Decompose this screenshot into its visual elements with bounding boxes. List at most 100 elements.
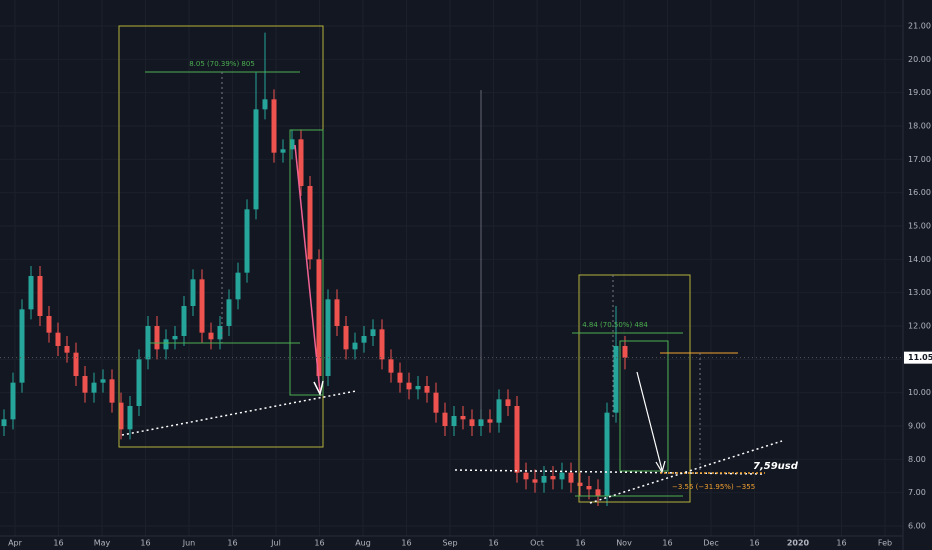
candle-body bbox=[478, 419, 484, 426]
candle-body bbox=[433, 392, 439, 413]
candle-body bbox=[415, 386, 421, 390]
range-box bbox=[578, 274, 691, 503]
candle-body bbox=[298, 139, 304, 186]
candle-body bbox=[28, 276, 34, 310]
candle-body bbox=[19, 309, 25, 383]
drawings bbox=[118, 25, 783, 504]
x-tick-label: Jul bbox=[270, 539, 281, 548]
candle-body bbox=[10, 382, 16, 420]
trend-line bbox=[589, 440, 783, 504]
candle-body bbox=[424, 386, 430, 393]
x-tick-label: 16 bbox=[314, 539, 324, 548]
range-box bbox=[118, 25, 324, 448]
candle-body bbox=[550, 476, 556, 480]
candle-body bbox=[163, 339, 169, 350]
x-tick-label: 16 bbox=[836, 539, 846, 548]
candle-body bbox=[568, 472, 574, 483]
y-tick-label: 14.00 bbox=[908, 255, 931, 264]
candle-body bbox=[100, 379, 106, 383]
candles bbox=[1, 32, 628, 506]
candle-body bbox=[136, 359, 142, 406]
range-box bbox=[619, 340, 669, 472]
x-tick-label: Feb bbox=[878, 539, 892, 548]
x-tick-label: 16 bbox=[53, 539, 63, 548]
candle-body bbox=[541, 476, 547, 483]
y-tick-label: 20.00 bbox=[908, 55, 931, 64]
arrow bbox=[294, 144, 321, 393]
y-tick-label: 8.00 bbox=[908, 455, 926, 464]
candle-body bbox=[289, 139, 295, 150]
y-tick-label: 19.00 bbox=[908, 88, 931, 97]
candle-body bbox=[559, 472, 565, 480]
y-tick-label: 18.00 bbox=[908, 122, 931, 131]
candle-body bbox=[469, 419, 475, 426]
candle-body bbox=[199, 279, 205, 333]
range-box bbox=[289, 129, 324, 396]
trend-line bbox=[121, 390, 357, 436]
candle-body bbox=[82, 376, 88, 393]
candle-body bbox=[613, 346, 619, 413]
candle-body bbox=[487, 419, 493, 423]
candle-body bbox=[595, 489, 601, 496]
candle-body bbox=[523, 472, 529, 480]
price-note: 7,59usd bbox=[753, 461, 799, 472]
x-tick-label: Apr bbox=[8, 539, 23, 548]
candle-body bbox=[604, 412, 610, 496]
candle-body bbox=[370, 329, 376, 336]
x-tick-label: 16 bbox=[140, 539, 150, 548]
candle-body bbox=[46, 316, 52, 333]
y-tick-label: 10.00 bbox=[908, 388, 931, 397]
candle-body bbox=[262, 99, 268, 110]
candle-body bbox=[325, 299, 331, 376]
arrow bbox=[636, 371, 663, 471]
y-tick-label: 16.00 bbox=[908, 188, 931, 197]
candle-body bbox=[73, 352, 79, 376]
candle-body bbox=[64, 346, 70, 353]
y-tick-label: 6.00 bbox=[908, 522, 926, 531]
measure-label: 8.05 (70.39%) 805 bbox=[189, 60, 255, 68]
y-tick-label: 15.00 bbox=[908, 222, 931, 231]
candle-body bbox=[586, 486, 592, 490]
candle-body bbox=[91, 382, 97, 393]
candle-body bbox=[577, 482, 583, 486]
last-price-label: 11.05 bbox=[908, 353, 932, 362]
candle-body bbox=[37, 276, 43, 316]
y-tick-label: 17.00 bbox=[908, 155, 931, 164]
candle-body bbox=[343, 326, 349, 350]
candle-body bbox=[442, 412, 448, 426]
y-tick-label: 21.00 bbox=[908, 22, 931, 31]
candle-body bbox=[181, 306, 187, 336]
measure-label: −3.55 (−31.95%) −355 bbox=[672, 483, 755, 491]
x-tick-label: Oct bbox=[530, 539, 544, 548]
y-tick-label: 9.00 bbox=[908, 422, 926, 431]
x-tick-label: Dec bbox=[703, 539, 718, 548]
x-tick-label: Nov bbox=[616, 539, 632, 548]
candle-body bbox=[496, 399, 502, 423]
candle-body bbox=[145, 326, 151, 360]
arrow-head bbox=[655, 460, 666, 474]
x-tick-label: 2020 bbox=[787, 539, 810, 548]
x-tick-label: Sep bbox=[442, 539, 457, 548]
x-tick-label: Jun bbox=[182, 539, 196, 548]
candle-body bbox=[280, 149, 286, 153]
candle-body bbox=[334, 299, 340, 326]
candle-body bbox=[55, 332, 61, 346]
candle-body bbox=[361, 336, 367, 343]
candle-body bbox=[388, 359, 394, 373]
grid bbox=[0, 0, 903, 536]
candle-body bbox=[307, 186, 313, 260]
x-tick-label: Aug bbox=[355, 539, 371, 548]
candle-body bbox=[172, 336, 178, 340]
candle-body bbox=[127, 406, 133, 430]
candle-body bbox=[397, 372, 403, 383]
candle-body bbox=[208, 332, 214, 340]
y-tick-label: 7.00 bbox=[908, 488, 926, 497]
candle-body bbox=[253, 109, 259, 210]
axes: 6.007.008.009.0010.0011.0012.0013.0014.0… bbox=[0, 22, 932, 548]
candle-body bbox=[505, 399, 511, 406]
candle-body bbox=[226, 299, 232, 326]
y-tick-label: 12.00 bbox=[908, 322, 931, 331]
candle-body bbox=[406, 382, 412, 390]
measure-label: 4.84 (70.50%) 484 bbox=[582, 321, 648, 329]
